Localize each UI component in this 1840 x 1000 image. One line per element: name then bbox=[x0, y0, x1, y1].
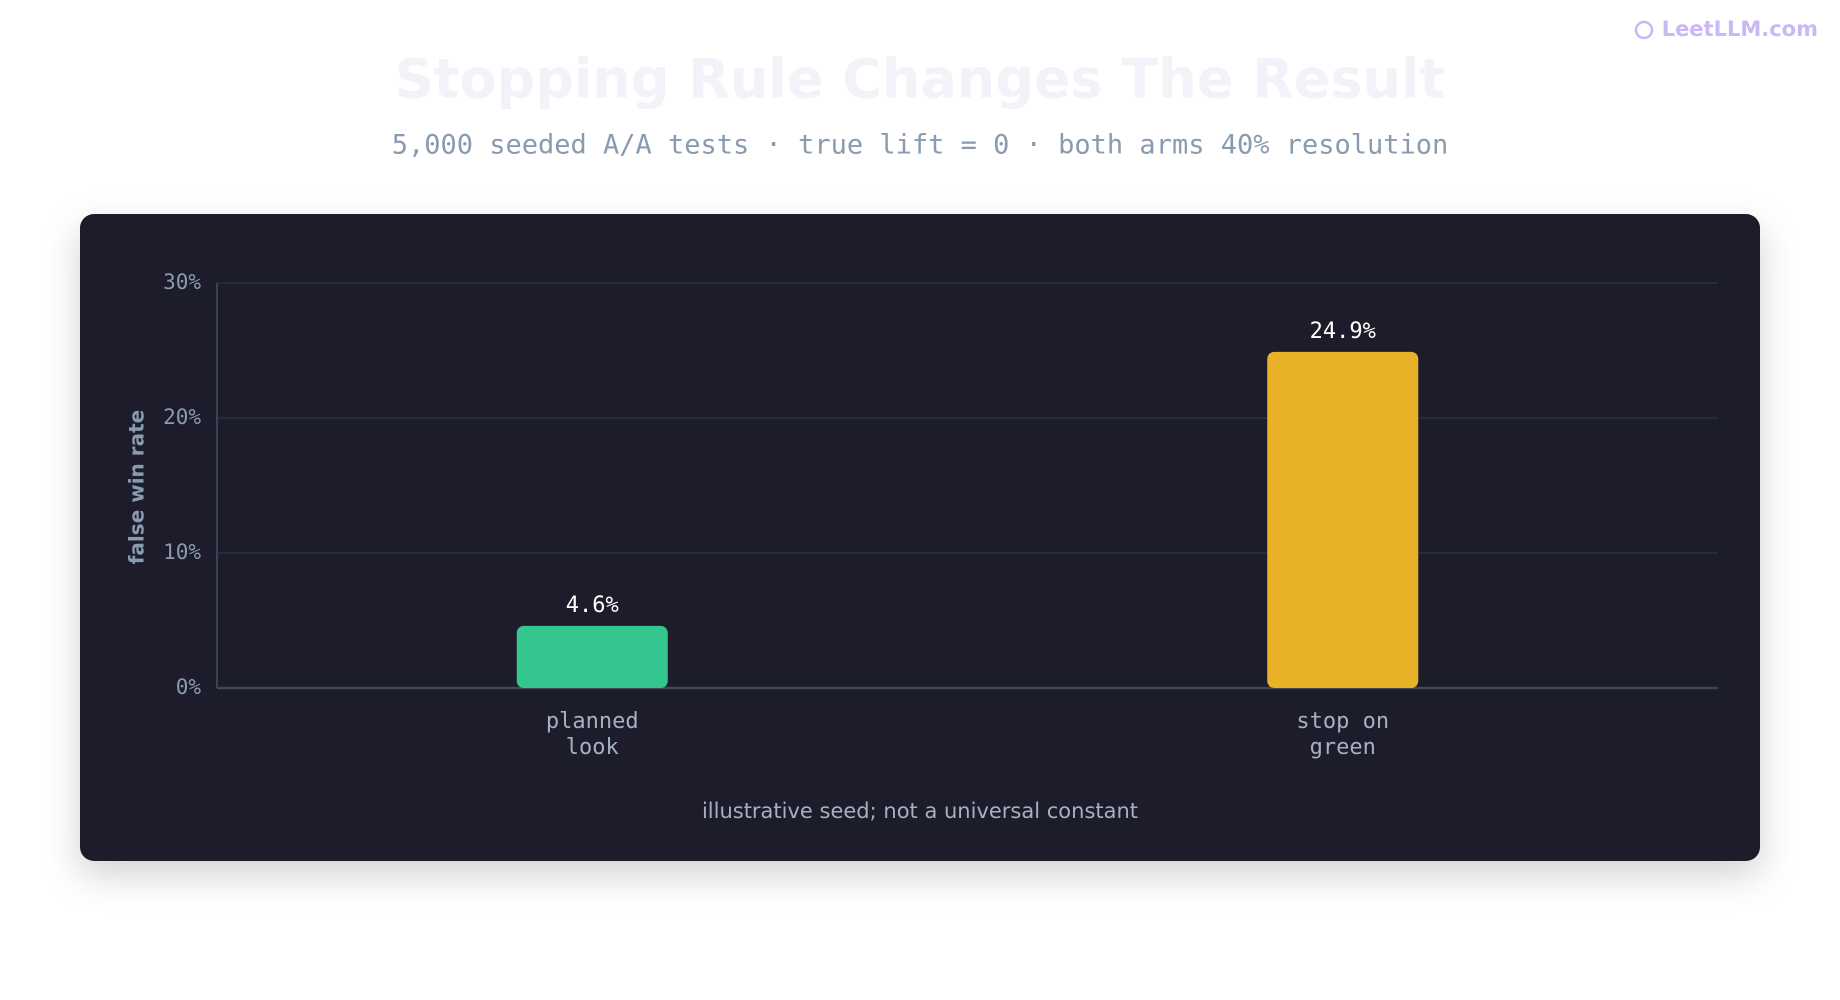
chart-title: Stopping Rule Changes The Result bbox=[395, 48, 1445, 111]
brand-icon bbox=[1634, 20, 1654, 40]
value-label: 4.6% bbox=[566, 593, 619, 618]
y-axis-label: false win rate bbox=[125, 410, 149, 565]
y-tick-label: 0% bbox=[176, 675, 202, 699]
plot: 0% 10% 20% 30% planned look 4.6% stop on green 24… bbox=[163, 270, 1718, 760]
card bbox=[80, 214, 1760, 861]
y-tick-label: 20% bbox=[163, 405, 201, 429]
y-tick-label: 10% bbox=[163, 540, 201, 564]
x-tick-label: planned look bbox=[546, 709, 639, 760]
chart-subtitle: 5,000 seeded A/A tests · true lift = 0 ·… bbox=[392, 130, 1449, 161]
note: illustrative seed; not a universal const… bbox=[702, 799, 1138, 823]
bar bbox=[1267, 351, 1419, 688]
y-tick-label: 30% bbox=[163, 270, 201, 294]
bar bbox=[516, 625, 668, 688]
x-tick-label: stop on green bbox=[1296, 709, 1389, 760]
brand[interactable]: LeetLLM.com bbox=[1634, 17, 1818, 41]
brand-text: LeetLLM.com bbox=[1662, 17, 1818, 41]
value-label: 24.9% bbox=[1310, 319, 1376, 344]
